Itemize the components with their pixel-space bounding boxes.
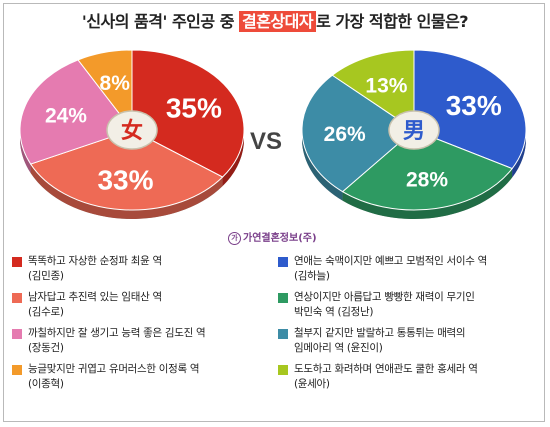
legend-line2: 박민숙 역 (김정난) (294, 306, 374, 318)
pie-male: 33% 28% 26% 13% 男 (301, 49, 527, 220)
legend-item: 능글맞지만 귀엽고 유머러스한 이정록 역 (이종혁) (10, 362, 265, 392)
pie-slice (131, 49, 245, 178)
legend-swatch (278, 329, 288, 339)
pie-slice-label: 33% (446, 90, 502, 121)
legend-female: 똑똑하고 자상한 순정파 최윤 역 (김민종) 남자답고 추진력 있는 임태산 역 (… (10, 254, 265, 398)
pie-slice (19, 59, 133, 165)
pie-slice (413, 49, 527, 170)
source-text: 가연결혼정보(주) (243, 233, 317, 244)
title-highlight: 결혼상대자 (238, 11, 317, 32)
legend-swatch (278, 257, 288, 267)
page-title: '신사의 품격' 주인공 중 결혼상대자 로 가장 적합한 인물은? (0, 8, 550, 32)
legend-item: 똑똑하고 자상한 순정파 최윤 역 (김민종) (10, 254, 265, 284)
legend-line1: 똑똑하고 자상한 순정파 최윤 역 (28, 255, 162, 267)
legend-swatch (278, 293, 288, 303)
pie-slice-label: 13% (365, 74, 407, 97)
pie-slice-label: 8% (100, 72, 131, 95)
legend-swatch (12, 257, 22, 267)
legend-swatch (12, 365, 22, 375)
pie-slice-side (30, 164, 223, 220)
legend-line1: 까칠하지만 잘 생기고 능력 좋은 김도진 역 (28, 327, 206, 339)
pie-female: 35% 33% 24% 8% 女 (19, 49, 245, 220)
pie-slice-label: 35% (166, 92, 222, 123)
legend-line1: 도도하고 화려하며 연애관도 쿨한 홍세라 역 (294, 363, 478, 375)
legend-swatch (12, 293, 22, 303)
pie-slice-label: 26% (324, 123, 366, 146)
pie-slice (29, 129, 224, 211)
legend-line2: (김하늘) (294, 270, 330, 282)
legend-line1: 연애는 숙맥이지만 예쁘고 모범적인 서이수 역 (294, 255, 488, 267)
pie-slice (301, 74, 415, 193)
legend-item: 도도하고 화려하며 연애관도 쿨한 홍세라 역 (윤세아) (276, 362, 531, 392)
pie-slice (341, 129, 513, 211)
source-credit: 가 가연결혼정보(주) (228, 229, 317, 245)
title-part1: '신사의 품격' 주인공 중 (81, 12, 239, 31)
legend-line2: 임메아리 역 (윤진이) (294, 342, 383, 354)
legend-line1: 남자답고 추진력 있는 임태산 역 (28, 291, 162, 303)
title-part2: 로 가장 적합한 인물은? (316, 12, 469, 31)
legend-line1: 철부지 같지만 발랄하고 통통튀는 매력의 (294, 327, 466, 339)
legend-swatch (12, 329, 22, 339)
pie-slice-label: 24% (45, 105, 87, 128)
center-badge (106, 110, 158, 150)
pie-slice-side (301, 75, 343, 201)
legend-line2: (김민종) (28, 270, 64, 282)
pie-slice (77, 49, 133, 132)
vs-label: VS (250, 128, 283, 155)
legend-item: 남자답고 추진력 있는 임태산 역 (김수로) (10, 290, 265, 320)
legend-item: 까칠하지만 잘 생기고 능력 좋은 김도진 역 (장동건) (10, 326, 265, 356)
legend-line2: (장동건) (28, 342, 64, 354)
legend-line2: (윤세아) (294, 378, 330, 390)
pie-slice-side (342, 168, 513, 220)
center-label: 女 (121, 118, 143, 144)
legend-line2: (김수로) (28, 306, 64, 318)
source-logo-icon: 가 (228, 231, 241, 245)
center-label: 男 (403, 119, 425, 144)
legend-line1: 능글맞지만 귀엽고 유머러스한 이정록 역 (28, 363, 200, 375)
legend-line2: (이종혁) (28, 378, 64, 390)
pie-slice-label: 28% (406, 169, 448, 192)
center-badge (388, 110, 440, 150)
legend-item: 연애는 숙맥이지만 예쁘고 모범적인 서이수 역 (김하늘) (276, 254, 531, 284)
legend-male: 연애는 숙맥이지만 예쁘고 모범적인 서이수 역 (김하늘) 연상이지만 아름답고 … (276, 254, 531, 398)
pie-slice (331, 49, 415, 131)
legend-swatch (278, 365, 288, 375)
pie-charts: 35% 33% 24% 8% 女 33% 28% 26% 13% 男 (19, 49, 527, 220)
pie-slice-label: 33% (97, 164, 153, 195)
legend-line1: 연상이지만 아름답고 빵빵한 재력이 무기인 (294, 291, 475, 303)
